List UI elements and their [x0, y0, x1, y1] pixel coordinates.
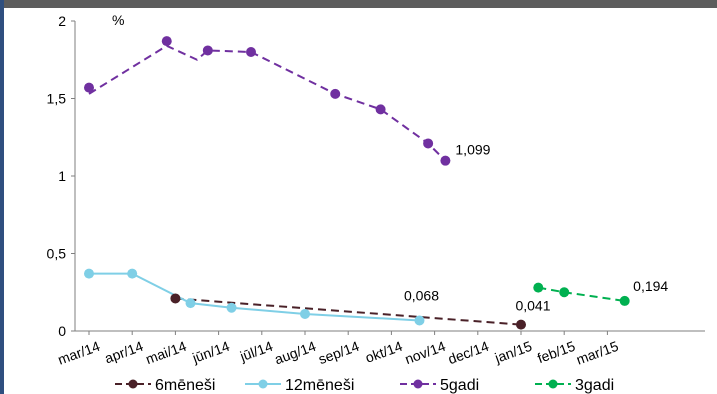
series-line-5gadi: [88, 44, 447, 162]
data-point-12m-ne-i: [84, 268, 94, 279]
x-tick-label: nov/14: [403, 338, 448, 367]
data-point-3gadi: [619, 295, 630, 306]
legend-marker: [258, 379, 268, 389]
y-tick-label: 1: [58, 168, 66, 184]
data-label: 1,099: [455, 142, 490, 158]
data-point-5gadi: [423, 138, 434, 149]
data-point-12m-ne-i: [300, 308, 310, 319]
legend-item-12m-ne-i: 12mēneši: [245, 377, 354, 394]
data-point-5gadi: [330, 88, 341, 99]
data-point-3gadi: [533, 282, 544, 293]
data-point-5gadi: [246, 47, 256, 57]
legend-item-3gadi: 3gadi: [535, 377, 614, 394]
legend-item-6m-ne-i: 6mēneši: [115, 377, 215, 394]
series-line-12m-ne-i: [89, 272, 420, 322]
x-tick-label: aug/14: [272, 338, 318, 368]
legend-marker: [548, 379, 558, 389]
top-banner: [0, 0, 717, 8]
data-label: 0,068: [404, 287, 439, 303]
left-edge-bar: [0, 0, 4, 394]
x-tick-label: sep/14: [316, 338, 361, 367]
x-tick-label: mar/14: [56, 338, 103, 368]
series-line-6m-ne-i: [175, 297, 522, 326]
data-point-5gadi: [202, 45, 213, 56]
series-line-3gadi: [538, 286, 625, 302]
y-tick-label: 0: [58, 323, 66, 339]
data-point-12m-ne-i: [127, 268, 138, 279]
x-tick-label: feb/15: [535, 338, 577, 366]
legend-marker: [413, 379, 423, 389]
x-tick-label: apr/14: [102, 338, 145, 367]
x-tick-label: mar/15: [574, 338, 621, 368]
x-tick-label: dec/14: [446, 338, 491, 367]
data-point-5gadi: [84, 82, 94, 93]
legend-label: 5gadi: [440, 377, 479, 394]
legend-marker: [128, 379, 138, 389]
data-point-5gadi: [440, 155, 451, 166]
legend-label: 12mēneši: [285, 377, 354, 394]
x-tick-label: jūl/14: [237, 338, 275, 365]
x-tick-label: jūn/14: [189, 338, 231, 366]
legend-item-5gadi: 5gadi: [400, 377, 479, 394]
unit-label: %: [112, 12, 124, 28]
data-point-12m-ne-i: [414, 315, 425, 326]
y-tick-label: 0,5: [47, 246, 67, 262]
data-point-12m-ne-i: [226, 302, 237, 313]
x-tick-label: okt/14: [363, 338, 405, 366]
y-tick-label: 2: [58, 13, 66, 29]
legend-label: 6mēneši: [155, 377, 215, 394]
data-point-6m-ne-i: [516, 319, 526, 330]
data-point-5gadi: [375, 104, 386, 115]
data-point-6m-ne-i: [170, 293, 181, 304]
legend-label: 3gadi: [575, 377, 614, 394]
data-point-12m-ne-i: [185, 298, 196, 309]
x-tick-label: jan/15: [492, 338, 534, 366]
x-tick-label: mai/14: [143, 338, 188, 367]
data-point-5gadi: [161, 36, 172, 47]
data-label: 0,041: [515, 298, 550, 314]
y-tick-label: 1,5: [47, 91, 67, 107]
data-point-3gadi: [559, 287, 570, 298]
data-label: 0,194: [633, 278, 668, 294]
